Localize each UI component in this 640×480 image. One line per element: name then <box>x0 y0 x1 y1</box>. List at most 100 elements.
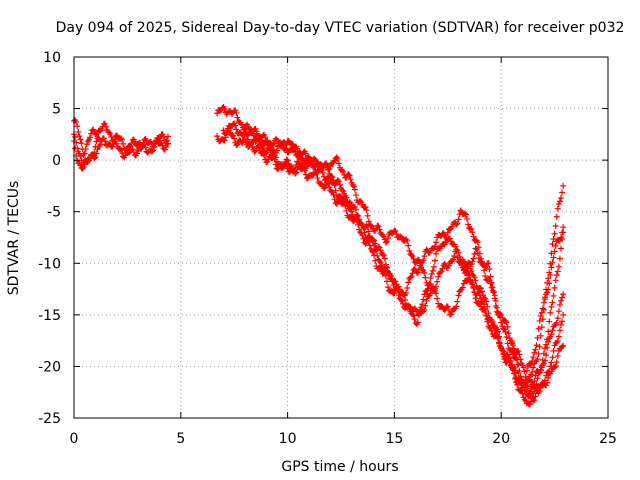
data-point <box>343 194 350 201</box>
data-point <box>444 229 451 236</box>
data-point <box>513 355 520 362</box>
data-point <box>302 158 309 165</box>
data-point <box>351 204 358 211</box>
data-point <box>511 367 518 374</box>
data-point <box>351 186 358 193</box>
data-point <box>408 252 415 259</box>
data-point <box>531 377 538 384</box>
data-point <box>552 242 559 249</box>
data-point <box>438 268 445 275</box>
data-point <box>150 147 157 154</box>
data-point <box>295 150 302 157</box>
data-point <box>273 147 280 154</box>
data-point <box>488 284 495 291</box>
data-point <box>245 123 252 130</box>
data-point <box>545 328 552 335</box>
data-point <box>496 333 503 340</box>
data-point <box>551 364 558 371</box>
data-point <box>428 270 435 277</box>
data-point <box>528 371 535 378</box>
data-point <box>503 333 510 340</box>
plot-frame <box>73 56 609 419</box>
data-point <box>354 212 361 219</box>
data-point <box>348 208 355 215</box>
data-point <box>520 364 527 371</box>
x-tick-label: 0 <box>70 431 79 447</box>
data-point <box>455 216 462 223</box>
data-point <box>340 188 347 195</box>
data-point <box>272 135 279 142</box>
data-point <box>537 332 544 339</box>
data-point <box>427 290 434 297</box>
data-point <box>159 142 166 149</box>
data-point <box>405 302 412 309</box>
data-point <box>74 123 81 130</box>
data-point <box>472 245 479 252</box>
data-point <box>282 141 289 148</box>
y-tick-label: -25 <box>38 411 61 427</box>
data-point <box>352 206 359 213</box>
data-point <box>380 233 387 240</box>
data-point <box>376 264 383 271</box>
data-point <box>384 284 391 291</box>
axis-ticks: 0 5 10 15 20 25 -25 -20 -15 -10 -5 0 5 10 <box>38 50 617 447</box>
data-marks <box>71 104 567 408</box>
data-point <box>377 259 384 266</box>
data-point <box>520 382 527 389</box>
data-point <box>79 165 86 172</box>
data-point <box>539 305 546 312</box>
data-point <box>465 268 472 275</box>
data-point <box>433 250 440 257</box>
data-point <box>467 263 474 270</box>
data-point <box>399 300 406 307</box>
data-point <box>116 145 123 152</box>
x-tick-label: 15 <box>385 431 403 447</box>
data-point <box>397 296 404 303</box>
data-point <box>541 345 548 352</box>
data-point <box>382 261 389 268</box>
data-point <box>527 401 534 408</box>
data-point <box>560 291 567 298</box>
data-point <box>117 146 124 153</box>
data-point <box>514 381 521 388</box>
data-point <box>533 342 540 349</box>
data-point <box>560 224 567 231</box>
data-point <box>552 223 559 230</box>
data-point <box>485 260 492 267</box>
data-point <box>548 250 555 257</box>
data-point <box>505 330 512 337</box>
data-point <box>292 166 299 173</box>
data-point <box>421 269 428 276</box>
data-point <box>535 370 542 377</box>
data-point <box>233 126 240 133</box>
y-tick-label: 5 <box>52 102 61 118</box>
data-point <box>487 273 494 280</box>
data-point <box>409 253 416 260</box>
data-point <box>528 398 535 405</box>
y-axis-label: SDTVAR / TECUs <box>6 181 22 296</box>
data-point <box>445 307 452 314</box>
data-point <box>500 348 507 355</box>
data-point <box>492 302 499 309</box>
data-point <box>544 336 551 343</box>
data-point <box>453 303 460 310</box>
data-point <box>556 327 563 334</box>
data-point <box>529 368 536 375</box>
data-point <box>233 109 240 116</box>
data-point <box>536 388 543 395</box>
data-point <box>546 280 553 287</box>
data-point <box>398 297 405 304</box>
data-point <box>475 299 482 306</box>
data-point <box>528 360 535 367</box>
data-point <box>451 252 458 259</box>
data-point <box>471 274 478 281</box>
data-point <box>554 315 561 322</box>
data-point <box>453 221 460 228</box>
data-point <box>148 148 155 155</box>
data-point <box>331 196 338 203</box>
data-point <box>241 126 248 133</box>
data-point <box>251 148 258 155</box>
data-point <box>381 255 388 262</box>
series-arc-f <box>459 229 567 408</box>
data-point <box>91 149 98 156</box>
